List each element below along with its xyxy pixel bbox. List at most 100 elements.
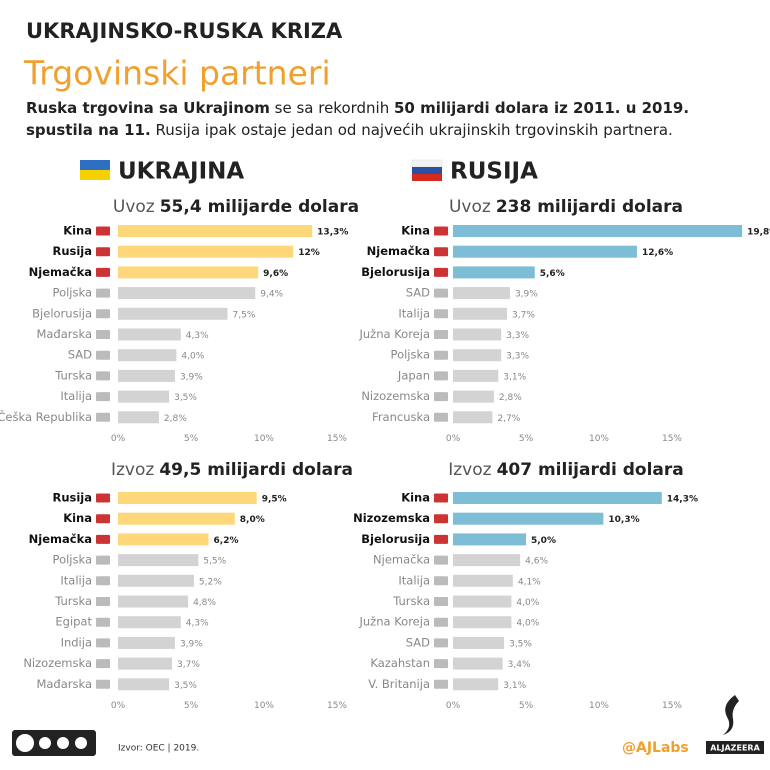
flag-icon xyxy=(96,493,110,503)
category-label: Njemačka xyxy=(367,244,430,258)
value-label: 3,1% xyxy=(503,681,526,691)
category-label: Rusija xyxy=(52,491,92,505)
bar xyxy=(453,512,604,525)
subtitle-segment: se sa rekordnih xyxy=(270,99,394,117)
category-label: Turska xyxy=(54,594,92,608)
bar xyxy=(118,307,228,320)
subtitle-line: spustila na 11. Rusija ipak ostaje jedan… xyxy=(26,121,673,139)
value-label: 3,1% xyxy=(503,372,526,382)
bar xyxy=(118,349,177,362)
category-label: Italija xyxy=(398,306,430,320)
flag-icon xyxy=(434,371,448,381)
category-label: Južna Koreja xyxy=(358,615,430,629)
flag-icon xyxy=(96,576,110,586)
bar xyxy=(453,349,502,362)
category-label: Bjelorusija xyxy=(32,306,92,320)
value-label: 5,6% xyxy=(540,269,565,279)
flag-icon xyxy=(434,555,448,565)
value-label: 8,0% xyxy=(240,515,265,525)
chart-title-amount: 238 milijardi dolara xyxy=(496,197,683,217)
value-label: 3,5% xyxy=(174,681,197,691)
chart-title: Uvoz 55,4 milijarde dolara xyxy=(113,197,359,217)
flag-icon xyxy=(434,597,448,606)
flag-icon xyxy=(434,226,448,236)
category-label: Kazahstan xyxy=(370,656,430,670)
flag-icon xyxy=(96,412,110,422)
bar xyxy=(118,411,159,424)
chart-title-prefix: Uvoz xyxy=(113,197,155,217)
x-tick-label: 10% xyxy=(589,701,609,711)
flag-icon xyxy=(96,617,110,627)
value-label: 3,9% xyxy=(515,290,538,300)
flag-icon xyxy=(96,659,110,669)
chart-title-amount: 55,4 milijarde dolara xyxy=(160,197,359,217)
brand-logo xyxy=(706,695,764,754)
flag-icon xyxy=(96,330,110,339)
flag-icon xyxy=(434,247,448,257)
bar xyxy=(453,307,508,320)
flag-icon xyxy=(434,309,448,319)
value-label: 3,9% xyxy=(180,639,203,649)
bar xyxy=(118,554,199,567)
x-tick-label: 10% xyxy=(254,701,274,711)
category-label: Poljska xyxy=(53,553,92,567)
category-label: Italija xyxy=(60,389,92,403)
value-label: 12% xyxy=(298,248,320,258)
value-label: 4,8% xyxy=(193,598,216,608)
category-label: Nizozemska xyxy=(361,389,430,403)
value-label: 14,3% xyxy=(667,495,698,505)
value-label: 3,9% xyxy=(180,372,203,382)
bar xyxy=(118,245,294,258)
value-label: 4,3% xyxy=(186,619,209,629)
subtitle-segment: Rusija ipak ostaje jedan od najvećih ukr… xyxy=(151,121,673,139)
bar xyxy=(118,533,209,546)
value-label: 3,4% xyxy=(508,660,531,670)
flag-icon xyxy=(96,679,110,689)
bar xyxy=(118,595,189,608)
flag-icon xyxy=(96,309,110,319)
category-label: Nizozemska xyxy=(353,511,430,525)
bar xyxy=(118,616,181,629)
flag-icon xyxy=(434,288,448,298)
bar xyxy=(453,369,499,382)
category-label: SAD xyxy=(406,635,430,649)
value-label: 13,3% xyxy=(317,228,348,238)
section-title: UKRAJINA xyxy=(118,159,244,185)
value-label: 2,8% xyxy=(164,414,187,424)
category-label: Kina xyxy=(401,224,430,238)
bar xyxy=(453,657,503,670)
bar xyxy=(118,225,313,237)
bar xyxy=(118,636,175,649)
bar xyxy=(118,657,173,670)
subtitle-segment: spustila na 11. xyxy=(26,121,151,139)
category-label: Japan xyxy=(397,368,430,382)
category-label: Kina xyxy=(63,511,92,525)
value-label: 3,7% xyxy=(177,660,200,670)
value-label: 2,8% xyxy=(499,393,522,403)
subtitle-line: Ruska trgovina sa Ukrajinom se sa rekord… xyxy=(26,99,689,117)
flag-icon xyxy=(434,330,448,339)
x-tick-label: 10% xyxy=(254,434,274,444)
bar xyxy=(453,616,512,629)
value-label: 6,2% xyxy=(214,536,239,546)
flag-icon xyxy=(96,371,110,381)
chart-title-prefix: Izvoz xyxy=(111,460,154,480)
x-tick-label: 5% xyxy=(184,701,199,711)
x-tick-label: 15% xyxy=(327,434,347,444)
category-label: Italija xyxy=(398,573,430,587)
value-label: 5,2% xyxy=(199,577,222,587)
category-label: Njemačka xyxy=(29,532,92,546)
bar xyxy=(118,390,170,403)
flag-icon xyxy=(96,514,110,524)
subtitle-segment: 50 milijardi dolara iz 2011. u 2019. xyxy=(394,99,689,117)
category-label: Turska xyxy=(54,368,92,382)
x-tick-label: 0% xyxy=(111,434,126,444)
flag-icon xyxy=(434,659,448,669)
flag-icon xyxy=(434,412,448,422)
x-tick-label: 0% xyxy=(446,701,461,711)
source: Izvor: OEC | 2019. xyxy=(118,744,199,754)
flag-ukraine xyxy=(80,160,110,180)
flag-icon xyxy=(96,638,110,648)
value-label: 10,3% xyxy=(608,515,639,525)
bar xyxy=(118,266,259,279)
